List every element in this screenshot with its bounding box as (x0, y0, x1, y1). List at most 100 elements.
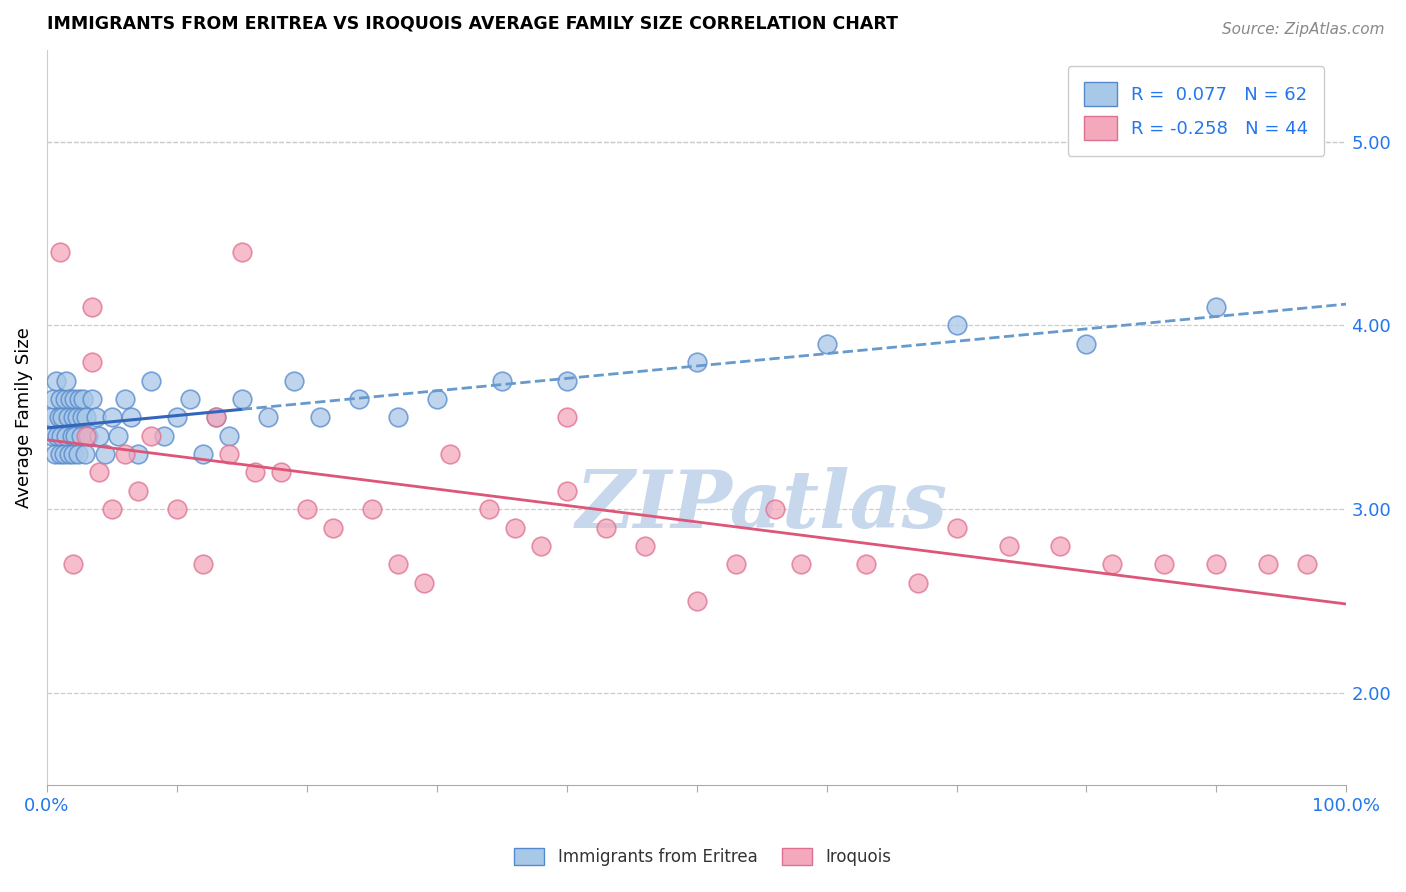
Point (66, 410, 89, 425)
Point (73, 447, 96, 461)
Point (439, 447, 461, 461)
Point (101, 410, 124, 425)
Point (555, 483, 578, 498)
Point (218, 428, 240, 442)
Point (945, 520, 967, 534)
Point (55, 374, 77, 388)
Point (218, 447, 240, 461)
Point (205, 410, 228, 425)
Point (82, 355, 104, 369)
Point (69, 428, 91, 442)
Point (1205, 300, 1227, 314)
Point (1153, 558, 1175, 572)
Point (308, 410, 330, 425)
Point (491, 374, 513, 388)
Point (58, 447, 80, 461)
Point (205, 410, 228, 425)
Point (62, 410, 84, 425)
Point (724, 558, 747, 572)
Point (48, 410, 70, 425)
Point (44, 447, 66, 461)
Point (65, 428, 87, 442)
Point (127, 483, 149, 498)
Point (595, 520, 617, 534)
Point (347, 392, 370, 406)
Point (41, 428, 63, 442)
Point (59, 392, 82, 406)
Point (815, 336, 838, 351)
Point (42, 392, 65, 406)
Text: IMMIGRANTS FROM ERITREA VS IROQUOIS AVERAGE FAMILY SIZE CORRELATION CHART: IMMIGRANTS FROM ERITREA VS IROQUOIS AVER… (46, 15, 898, 33)
Point (82, 392, 104, 406)
Point (51, 428, 73, 442)
Point (87, 466, 110, 480)
Point (555, 410, 578, 425)
Point (295, 502, 318, 516)
Point (945, 318, 967, 333)
Point (503, 520, 526, 534)
Point (997, 539, 1019, 553)
Point (70, 410, 93, 425)
Point (789, 558, 811, 572)
Point (139, 374, 162, 388)
Point (114, 447, 136, 461)
Point (120, 410, 142, 425)
Point (62, 447, 84, 461)
Point (231, 244, 253, 259)
Point (107, 428, 129, 442)
Point (67, 447, 90, 461)
Point (179, 392, 201, 406)
Point (139, 428, 162, 442)
Point (75, 428, 97, 442)
Point (256, 410, 278, 425)
Point (51, 410, 73, 425)
Point (82, 300, 104, 314)
Point (191, 558, 214, 572)
Point (153, 428, 176, 442)
Point (426, 392, 449, 406)
Point (49, 447, 72, 461)
Point (114, 392, 136, 406)
Point (1076, 336, 1098, 351)
Legend: Immigrants from Eritrea, Iroquois: Immigrants from Eritrea, Iroquois (506, 840, 900, 875)
Point (231, 392, 253, 406)
Y-axis label: Average Family Size: Average Family Size (15, 326, 32, 508)
Point (67, 392, 90, 406)
Point (907, 575, 929, 590)
Point (1296, 558, 1319, 572)
Point (77, 428, 100, 442)
Point (101, 502, 124, 516)
Point (191, 447, 214, 461)
Point (387, 410, 409, 425)
Point (1101, 558, 1123, 572)
Text: ZIPatlas: ZIPatlas (575, 467, 948, 544)
Point (49, 392, 72, 406)
Point (555, 374, 578, 388)
Legend: R =  0.077   N = 62, R = -0.258   N = 44: R = 0.077 N = 62, R = -0.258 N = 44 (1067, 66, 1324, 156)
Point (63, 392, 86, 406)
Point (634, 539, 657, 553)
Point (322, 520, 344, 534)
Point (283, 374, 305, 388)
Point (62, 558, 84, 572)
Point (45, 374, 67, 388)
Point (360, 502, 382, 516)
Point (530, 539, 553, 553)
Point (49, 244, 72, 259)
Point (243, 466, 266, 480)
Point (855, 558, 877, 572)
Point (685, 355, 707, 369)
Point (72, 392, 94, 406)
Text: Source: ZipAtlas.com: Source: ZipAtlas.com (1222, 22, 1385, 37)
Point (387, 558, 409, 572)
Point (1205, 558, 1227, 572)
Point (39, 410, 62, 425)
Point (270, 466, 292, 480)
Point (166, 502, 188, 516)
Point (127, 447, 149, 461)
Point (46, 428, 69, 442)
Point (53, 392, 76, 406)
Point (166, 410, 188, 425)
Point (412, 575, 434, 590)
Point (1049, 539, 1071, 553)
